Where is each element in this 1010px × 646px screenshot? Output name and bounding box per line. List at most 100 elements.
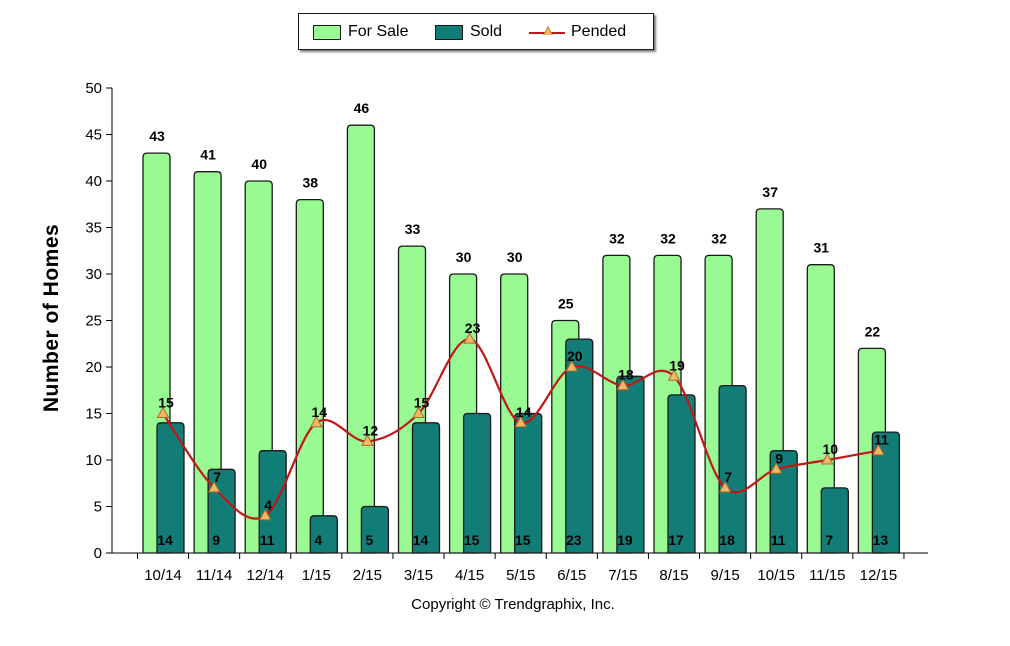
sold-value-label: 13 [873,532,889,548]
pended-marker [667,369,681,381]
pended-marker [258,508,272,521]
x-tick-label: 2/15 [353,567,382,584]
pended-value-label: 11 [874,432,889,448]
sold-value-label: 23 [566,532,582,548]
copyright-label: Copyright © Trendgraphix, Inc. [411,596,615,613]
pended-marker [565,359,579,372]
pended-marker [361,434,374,446]
x-tick-label: 9/15 [710,567,739,584]
for-sale-value-label: 31 [814,240,830,256]
for-sale-swatch [313,24,341,40]
pended-value-label: 7 [213,469,221,485]
pended-value-label: 14 [516,404,532,420]
pended-value-label: 9 [775,450,783,466]
pended-marker [156,406,170,418]
legend-item-sold: Sold [435,22,502,42]
y-tick-label: 35 [85,220,102,237]
for-sale-bar [193,171,222,554]
pended-value-label: 18 [618,367,634,383]
y-tick-label: 10 [85,452,102,469]
x-tick-label: 3/15 [404,567,433,584]
sold-bar [411,422,441,554]
y-tick-label: 5 [94,499,102,516]
for-sale-value-label: 32 [660,230,676,246]
sold-value-label: 7 [825,532,833,548]
sold-value-label: 14 [413,532,429,548]
sold-value-label: 11 [260,532,275,548]
legend-item-for-sale: For Sale [313,22,408,42]
for-sale-value-label: 40 [251,156,267,172]
sold-bar [565,338,594,554]
for-sale-value-label: 43 [149,128,165,144]
pended-marker [309,415,323,428]
sold-bar [871,431,901,554]
sold-bar [258,450,287,554]
sold-value-label: 15 [515,532,531,548]
x-tick-label: 10/14 [144,567,182,584]
x-tick-label: 12/15 [860,567,898,584]
sold-bar [616,375,645,554]
x-tick-label: 5/15 [506,567,535,584]
x-tick-label: 10/15 [757,567,795,584]
pended-marker [463,332,476,344]
pended-value-label: 20 [567,348,583,364]
sold-bar [360,505,390,554]
pended-marker [514,415,528,428]
y-tick-label: 30 [85,266,102,283]
y-tick-label: 50 [85,80,102,97]
for-sale-value-label: 33 [405,221,421,237]
for-sale-bar [346,124,376,554]
pended-value-label: 23 [465,320,481,336]
for-sale-value-label: 30 [507,249,523,265]
sold-value-label: 14 [157,532,173,548]
y-tick-label: 40 [85,173,102,190]
x-tick-label: 6/15 [557,567,586,584]
pended-value-label: 4 [264,497,272,513]
pended-value-label: 15 [158,395,174,411]
sold-bar [667,394,696,554]
y-tick-label: 45 [85,127,102,144]
pended-marker [718,480,732,493]
for-sale-value-label: 32 [711,230,727,246]
sold-bar [462,412,492,554]
legend-label-sold: Sold [470,23,503,40]
sold-value-label: 4 [314,532,322,548]
sold-value-label: 5 [366,532,374,548]
x-tick-label: 4/15 [455,567,484,584]
pended-value-label: 19 [669,357,685,373]
pended-value-label: 14 [312,404,328,420]
sold-bar [820,487,849,554]
for-sale-value-label: 41 [200,147,216,163]
sold-bar [156,422,185,554]
x-tick-label: 1/15 [302,567,331,584]
x-tick-label: 11/15 [809,567,845,584]
x-tick-label: 8/15 [659,567,688,584]
x-tick-label: 12/14 [246,567,284,584]
pended-marker [207,480,221,493]
sold-value-label: 17 [668,532,684,548]
pended-marker [616,378,630,391]
sold-bar [718,384,747,554]
sold-swatch [435,24,463,40]
legend: For Sale Sold Pended [298,13,654,50]
legend-item-pended: Pended [529,22,626,42]
for-sale-bar [806,264,835,554]
pended-marker [872,443,885,456]
sold-value-label: 11 [771,532,786,548]
pended-line [162,337,879,520]
for-sale-bar [295,198,324,554]
y-tick-label: 0 [94,545,102,562]
x-tick-label: 11/14 [196,567,232,584]
pended-value-label: 10 [823,441,839,457]
pended-marker [412,406,425,418]
y-tick-label: 20 [85,359,102,376]
for-sale-value-label: 32 [609,230,625,246]
pended-value-label: 15 [414,395,430,411]
legend-label-pended: Pended [571,23,627,40]
legend-label-for-sale: For Sale [348,23,409,40]
for-sale-value-label: 25 [558,296,574,312]
for-sale-value-label: 30 [456,249,472,265]
for-sale-value-label: 38 [303,175,319,191]
